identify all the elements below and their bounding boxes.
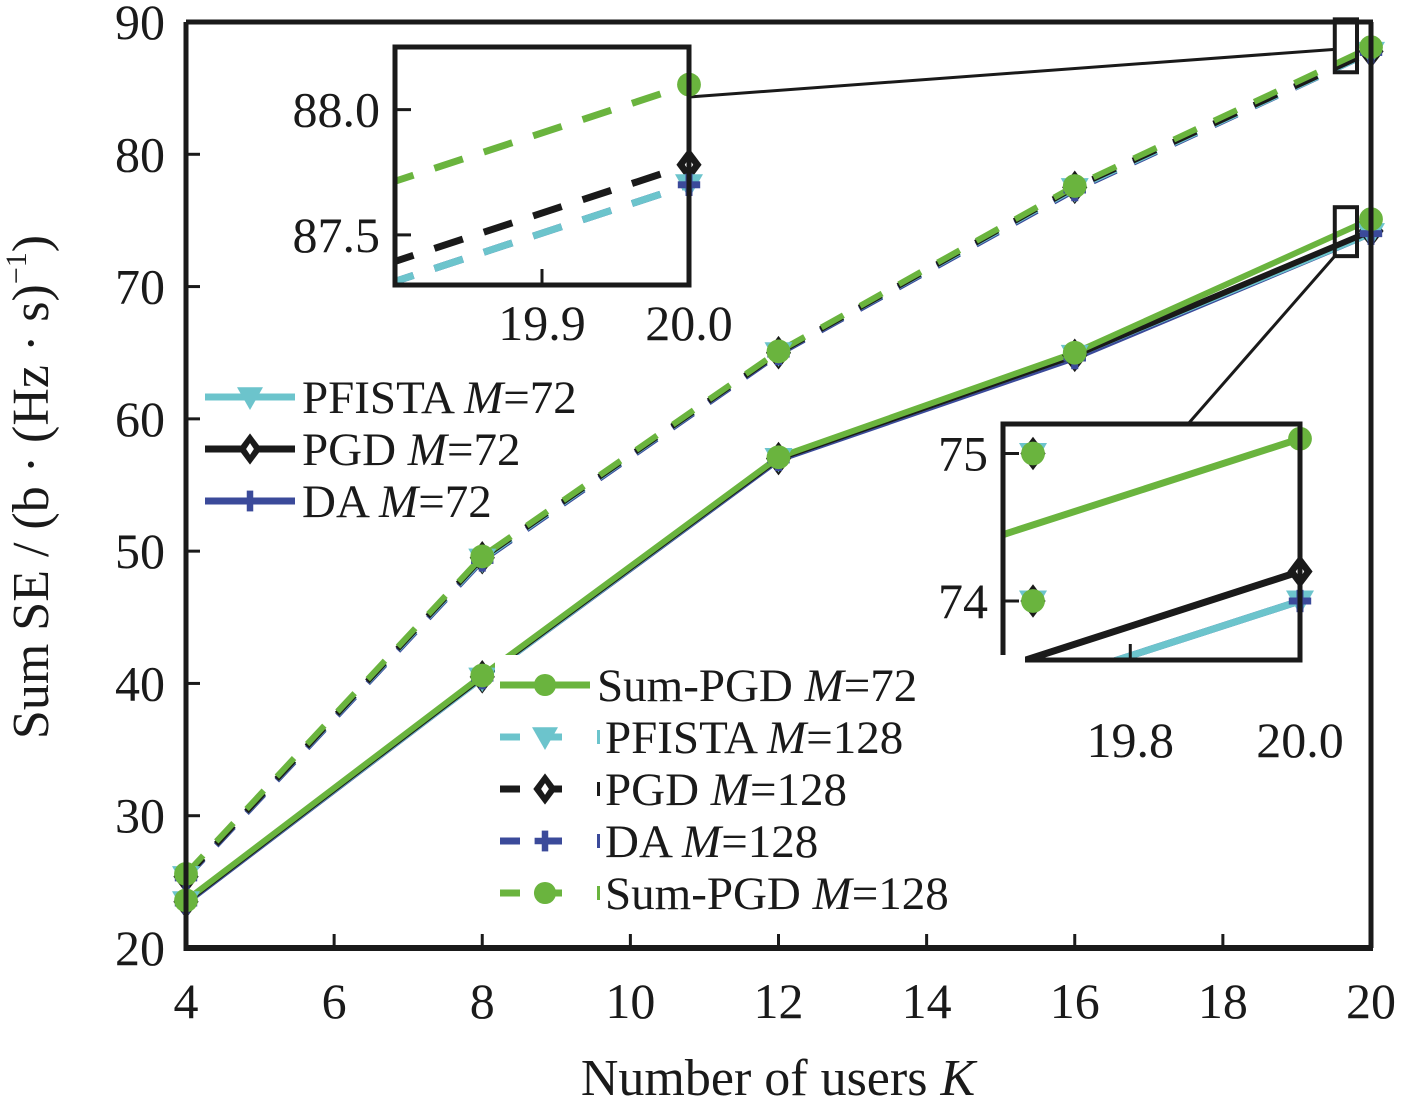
legend-marker-center [246,443,254,455]
legend-entry-pfista-m128: PFISTA M=128 [500,712,903,764]
legend-line-dot [597,886,600,900]
legend-label: PFISTA M=72 [302,372,577,424]
inset-series-pgd-m128 [395,161,689,266]
legend-label: DA M=72 [302,476,492,528]
y-axis-title-close: ) [3,235,60,252]
inset-ref-marker-circle [1021,441,1045,466]
inset-line-pgd-m72 [1014,568,1300,660]
legend-background [495,655,1025,915]
legend-entry-pfista-m72: PFISTA M=72 [205,372,577,424]
inset-line-pgd-m128 [395,161,689,266]
inset-series-pgd-m72 [1014,568,1300,660]
inset-m128: 19.9 20.0 87.5 88.0 [293,44,733,351]
legend-label: DA M=128 [605,816,818,868]
x-tick-label: 12 [754,973,804,1029]
legend-line-dot [597,730,600,744]
legend-line-dot [597,834,600,848]
legend-entry-pgd-m128: PGD M=128 [500,764,847,816]
inset-background [1003,424,1300,660]
y-axis-title-superscript: −1 [0,252,33,284]
legend-marker [532,727,558,750]
y-tick-label: 60 [115,391,165,447]
inset-line-sum-pgd-m128 [395,81,689,185]
zoom-region-box [1332,205,1359,259]
legend-marker-center [541,783,549,795]
legend-marker [533,673,557,697]
marker-sum-pgd-m72-k12 [766,445,791,470]
y-tick-label: 90 [115,0,165,50]
inset-x-tick-label: 20.0 [645,295,733,351]
x-tick-label: 18 [1198,973,1248,1029]
marker-sum-pgd-m128-k12 [766,339,791,364]
x-tick-label: 6 [322,973,347,1029]
inset-m72: 19.8 20.0 74 75 [938,421,1344,768]
marker-sum-pgd-m72-k16 [1062,340,1087,365]
series-sum-pgd-m128 [183,44,1373,876]
marker-sum-pgd-m128-k16 [1062,174,1087,198]
inset-y-tick-label: 75 [938,426,988,482]
y-tick-label: 80 [115,126,165,182]
zoom-connector-line [1186,255,1336,425]
legend-label: PGD M=128 [605,764,847,816]
x-axis-title: Number of users K [581,1050,978,1100]
legend-entry-da-m72: DA M=72 [205,476,492,528]
legend-entry-sum-pgd-m128: Sum-PGD M=128 [500,868,949,920]
x-axis-title-variable: K [939,1050,977,1100]
legend-label: PGD M=72 [302,424,520,476]
x-tick-label: 4 [174,973,199,1029]
zoom-connector-line [688,47,1335,99]
inset-series-sum-pgd-m128 [395,81,689,185]
inset-line-sum-pgd-m72 [1003,435,1300,539]
inset-series-pfista-m128 [395,181,689,285]
legend-marker-v [541,830,549,852]
x-tick-label: 10 [605,973,655,1029]
inset-y-tick-label: 74 [938,573,988,629]
legend-entry-pgd-m72: PGD M=72 [205,424,520,476]
legend-line-dot [597,782,600,796]
y-tick-label: 30 [115,788,165,844]
inset-series-pfista-m72 [1105,597,1300,660]
inset-ref-marker-circle [1021,589,1045,613]
marker-sum-pgd-m128-k8 [470,544,495,569]
x-tick-label: 20 [1346,973,1396,1029]
y-tick-label: 50 [115,523,165,579]
inset-x-tick-label: 20.0 [1256,712,1344,768]
inset-line-pfista-m128 [395,181,689,285]
legend-marker-v [246,490,254,512]
main-plot-area: 4 6 8 10 12 14 16 18 20 20 30 40 50 60 70 80 90 [115,0,1396,1029]
y-axis-title: Sum SE / (b · (Hz · s)−1) [0,235,60,739]
x-tick-label: 14 [902,973,952,1029]
inset-series-sum-pgd-m72 [1003,435,1300,539]
x-tick-label: 8 [470,973,495,1029]
inset-frame [1000,421,1303,663]
y-tick-label: 20 [115,920,165,976]
y-tick-label: 70 [115,259,165,315]
x-tick-label: 16 [1050,973,1100,1029]
inset-y-tick-label: 88.0 [293,82,381,138]
line-sum-pgd-m128 [183,44,1373,876]
legend-marker [237,387,263,410]
legend-entry-da-m128: DA M=128 [500,816,818,868]
legend-label: PFISTA M=128 [605,712,903,764]
marker-sum-pgd-m72-k8 [470,663,495,688]
legend-label: Sum-PGD M=128 [605,868,949,920]
y-tick-label: 40 [115,655,165,711]
inset-y-tick-label: 87.5 [293,207,381,263]
legend-entry-sum-pgd-m72: Sum-PGD M=72 [500,660,917,712]
inset-x-tick-label: 19.9 [498,295,586,351]
axis-titles: Number of users K Sum SE / (b · (Hz · s)… [0,235,977,1100]
legend-marker [533,881,557,905]
legend-label: Sum-PGD M=72 [597,660,917,712]
inset-x-tick-label: 19.8 [1087,712,1175,768]
inset-line-pfista-m72 [1105,597,1300,660]
zoom-region-box [1332,17,1359,75]
